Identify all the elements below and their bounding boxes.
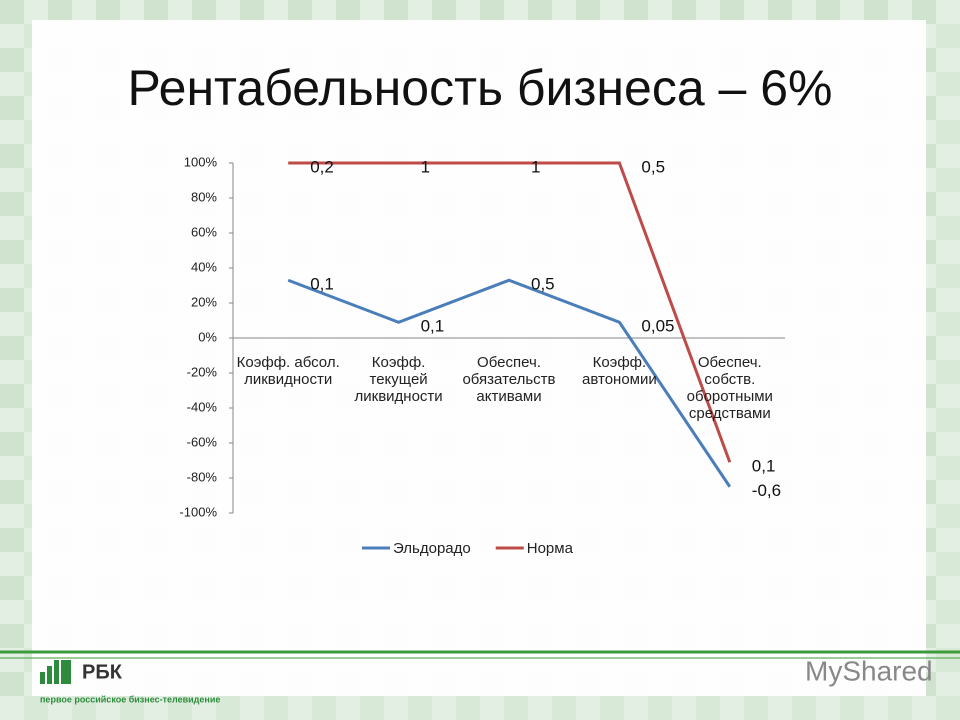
y-tick-label: -60% <box>187 434 218 449</box>
chart-title: Рентабельность бизнеса – 6% <box>127 60 832 116</box>
y-tick-label: -40% <box>187 399 218 414</box>
point-label: 1 <box>531 157 540 176</box>
point-label: -0,6 <box>752 481 781 500</box>
y-tick-label: -20% <box>187 364 218 379</box>
point-label: 0,5 <box>531 275 555 294</box>
point-label: 0,05 <box>641 317 674 336</box>
legend-label: Эльдорадо <box>393 540 471 557</box>
point-label: 0,1 <box>421 317 445 336</box>
y-tick-label: 100% <box>184 154 218 169</box>
line <box>287 278 732 488</box>
x-tick-label: Обеспеч. собств. оборотными средствами <box>686 354 773 422</box>
legend-label: Норма <box>527 540 574 557</box>
point-label: 0,2 <box>310 157 334 176</box>
logo-subtitle: первое российское бизнес-телевидение <box>40 694 220 704</box>
content-area <box>32 20 926 696</box>
y-tick-label: -100% <box>179 504 217 519</box>
x-tick-label: Коэфф. абсол. ликвидности <box>236 354 340 388</box>
y-tick-label: 80% <box>191 189 217 204</box>
x-tick-label: Обеспеч. обязательств активами <box>462 354 556 405</box>
point-label: 0,1 <box>752 457 776 476</box>
y-tick-label: -80% <box>187 469 218 484</box>
y-tick-label: 20% <box>191 294 217 309</box>
y-tick-label: 40% <box>191 259 217 274</box>
x-tick-label: Коэфф. текущей ликвидности <box>354 354 443 405</box>
point-label: 0,1 <box>310 275 334 294</box>
y-tick-label: 0% <box>198 329 217 344</box>
y-tick-label: 60% <box>191 224 217 239</box>
point-label: 1 <box>421 157 430 176</box>
watermark: MyShared <box>805 655 933 686</box>
x-tick-label: Коэфф. автономии <box>582 354 657 388</box>
logo-icon <box>40 660 71 684</box>
logo-text: РБК <box>82 661 123 683</box>
line <box>288 161 732 463</box>
point-label: 0,5 <box>641 157 665 176</box>
